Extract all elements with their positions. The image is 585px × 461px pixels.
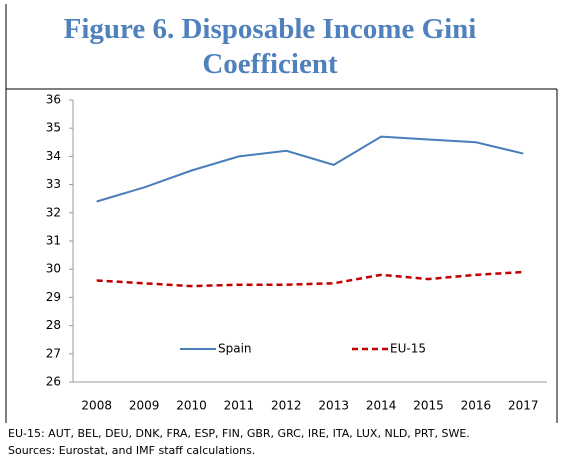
x-tick-label: 2008 <box>81 399 112 413</box>
x-tick-label: 2012 <box>271 399 302 413</box>
x-tick-label: 2013 <box>318 399 349 413</box>
x-tick-label: 2011 <box>224 399 255 413</box>
y-tick-label: 29 <box>46 290 61 304</box>
y-tick-label: 26 <box>46 375 61 389</box>
legend-label: Spain <box>218 342 252 356</box>
x-tick-label: 2017 <box>508 399 539 413</box>
x-tick-label: 2010 <box>176 399 207 413</box>
x-tick-label: 2009 <box>129 399 160 413</box>
y-tick-label: 31 <box>46 234 61 248</box>
y-tick-label: 28 <box>46 318 61 332</box>
y-tick-label: 27 <box>46 346 61 360</box>
x-tick-label: 2016 <box>461 399 492 413</box>
y-tick-label: 32 <box>46 205 61 219</box>
x-tick-label: 2015 <box>413 399 444 413</box>
legend-label: EU-15 <box>390 342 426 356</box>
series-line <box>96 135 524 203</box>
y-tick-label: 35 <box>46 121 61 135</box>
y-tick-label: 36 <box>46 93 61 107</box>
note: EU-15: AUT, BEL, DEU, DNK, FRA, ESP, FIN… <box>8 427 470 440</box>
chart-title: Figure 6. Disposable Income Gini Coeffic… <box>63 13 477 80</box>
x-tick-label: 2014 <box>366 399 397 413</box>
y-tick-label: 33 <box>46 177 61 191</box>
note: Sources: Eurostat, and IMF staff calcula… <box>8 444 255 457</box>
y-tick-label: 34 <box>46 149 61 163</box>
y-tick-label: 30 <box>46 262 61 276</box>
series-line <box>96 270 524 288</box>
